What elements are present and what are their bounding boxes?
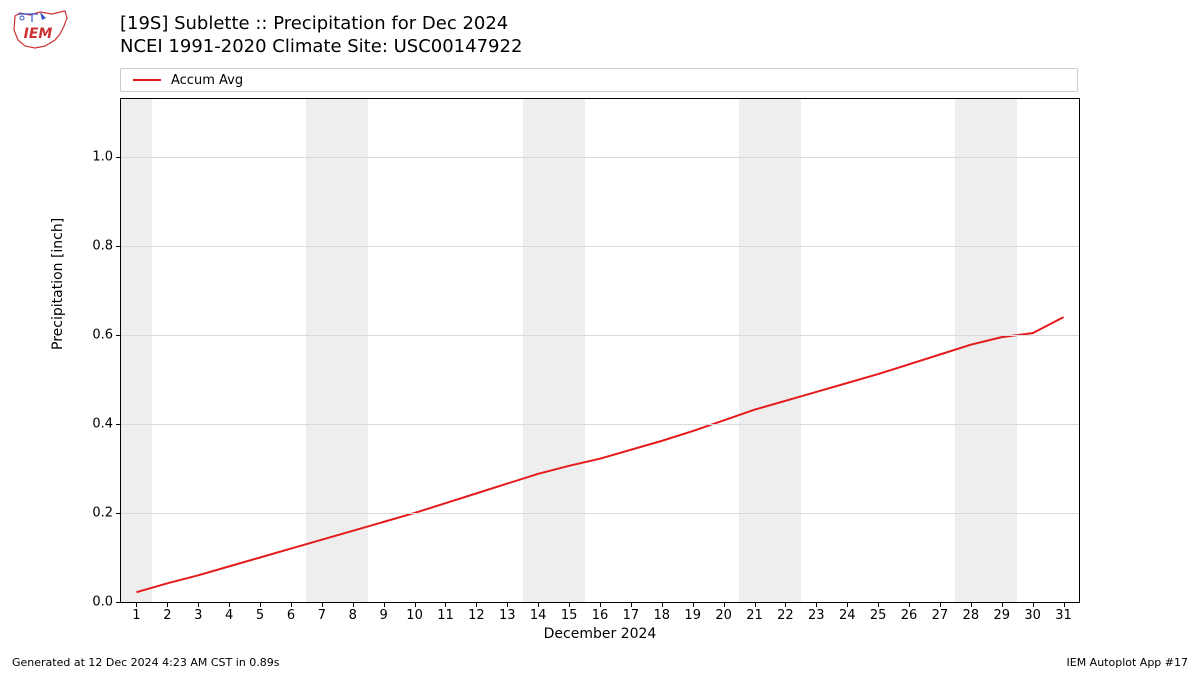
legend-label: Accum Avg bbox=[171, 73, 243, 88]
xtick-mark bbox=[291, 602, 292, 607]
series-line bbox=[136, 317, 1063, 592]
gridline bbox=[121, 246, 1079, 247]
ytick-label: 0.8 bbox=[92, 238, 113, 253]
xtick-mark bbox=[662, 602, 663, 607]
xtick-mark bbox=[538, 602, 539, 607]
xtick-label: 10 bbox=[406, 608, 423, 623]
xtick-mark bbox=[260, 602, 261, 607]
plot-area: 0.00.20.40.60.81.01234567891011121314151… bbox=[120, 98, 1080, 603]
xtick-mark bbox=[507, 602, 508, 607]
xtick-mark bbox=[1033, 602, 1034, 607]
xtick-label: 13 bbox=[499, 608, 516, 623]
xtick-label: 17 bbox=[623, 608, 640, 623]
gridline bbox=[121, 157, 1079, 158]
xtick-mark bbox=[198, 602, 199, 607]
ytick-label: 0.6 bbox=[92, 327, 113, 342]
xtick-mark bbox=[136, 602, 137, 607]
xtick-label: 1 bbox=[132, 608, 140, 623]
xtick-label: 25 bbox=[870, 608, 887, 623]
xtick-label: 28 bbox=[963, 608, 980, 623]
xtick-label: 27 bbox=[932, 608, 949, 623]
xtick-label: 11 bbox=[437, 608, 454, 623]
xtick-label: 24 bbox=[839, 608, 856, 623]
ytick-mark bbox=[116, 602, 121, 603]
xtick-mark bbox=[353, 602, 354, 607]
xtick-mark bbox=[693, 602, 694, 607]
ytick-label: 0.2 bbox=[92, 505, 113, 520]
xtick-label: 4 bbox=[225, 608, 233, 623]
xtick-mark bbox=[816, 602, 817, 607]
xtick-label: 7 bbox=[318, 608, 326, 623]
xtick-label: 21 bbox=[746, 608, 763, 623]
xtick-label: 3 bbox=[194, 608, 202, 623]
xtick-label: 6 bbox=[287, 608, 295, 623]
title-line-1: [19S] Sublette :: Precipitation for Dec … bbox=[120, 12, 522, 35]
xtick-mark bbox=[569, 602, 570, 607]
gridline bbox=[121, 513, 1079, 514]
xtick-mark bbox=[785, 602, 786, 607]
gridline bbox=[121, 424, 1079, 425]
xtick-label: 2 bbox=[163, 608, 171, 623]
xtick-mark bbox=[847, 602, 848, 607]
ytick-mark bbox=[116, 246, 121, 247]
ytick-mark bbox=[116, 513, 121, 514]
xtick-label: 15 bbox=[561, 608, 578, 623]
xtick-mark bbox=[755, 602, 756, 607]
xtick-mark bbox=[878, 602, 879, 607]
xtick-mark bbox=[600, 602, 601, 607]
xtick-mark bbox=[1002, 602, 1003, 607]
xtick-label: 18 bbox=[654, 608, 671, 623]
xtick-label: 5 bbox=[256, 608, 264, 623]
xtick-label: 30 bbox=[1024, 608, 1041, 623]
xtick-mark bbox=[167, 602, 168, 607]
xtick-label: 22 bbox=[777, 608, 794, 623]
xtick-label: 31 bbox=[1055, 608, 1072, 623]
ytick-label: 1.0 bbox=[92, 149, 113, 164]
xtick-mark bbox=[631, 602, 632, 607]
xtick-mark bbox=[940, 602, 941, 607]
xtick-label: 20 bbox=[715, 608, 732, 623]
xtick-mark bbox=[229, 602, 230, 607]
footer-app-text: IEM Autoplot App #17 bbox=[1067, 656, 1189, 669]
ytick-mark bbox=[116, 335, 121, 336]
iem-logo: IEM bbox=[10, 8, 70, 50]
xtick-label: 23 bbox=[808, 608, 825, 623]
data-line-svg bbox=[121, 99, 1079, 602]
title-line-2: NCEI 1991-2020 Climate Site: USC00147922 bbox=[120, 35, 522, 58]
xtick-label: 9 bbox=[380, 608, 388, 623]
chart-title: [19S] Sublette :: Precipitation for Dec … bbox=[120, 12, 522, 59]
y-axis-label: Precipitation [inch] bbox=[50, 218, 66, 350]
xtick-label: 14 bbox=[530, 608, 547, 623]
ytick-label: 0.0 bbox=[92, 595, 113, 610]
xtick-label: 16 bbox=[592, 608, 609, 623]
ytick-mark bbox=[116, 424, 121, 425]
xtick-label: 8 bbox=[349, 608, 357, 623]
xtick-mark bbox=[415, 602, 416, 607]
xtick-mark bbox=[384, 602, 385, 607]
footer-generated-text: Generated at 12 Dec 2024 4:23 AM CST in … bbox=[12, 656, 280, 669]
xtick-label: 26 bbox=[901, 608, 918, 623]
ytick-mark bbox=[116, 157, 121, 158]
xtick-mark bbox=[971, 602, 972, 607]
xtick-mark bbox=[724, 602, 725, 607]
gridline bbox=[121, 335, 1079, 336]
xtick-mark bbox=[322, 602, 323, 607]
x-axis-label: December 2024 bbox=[120, 626, 1080, 642]
xtick-mark bbox=[476, 602, 477, 607]
xtick-label: 12 bbox=[468, 608, 485, 623]
xtick-label: 19 bbox=[684, 608, 701, 623]
svg-text:IEM: IEM bbox=[24, 26, 53, 42]
legend-swatch bbox=[133, 79, 161, 81]
chart-legend: Accum Avg bbox=[120, 68, 1078, 92]
xtick-mark bbox=[1064, 602, 1065, 607]
xtick-mark bbox=[909, 602, 910, 607]
xtick-label: 29 bbox=[993, 608, 1010, 623]
ytick-label: 0.4 bbox=[92, 416, 113, 431]
xtick-mark bbox=[445, 602, 446, 607]
